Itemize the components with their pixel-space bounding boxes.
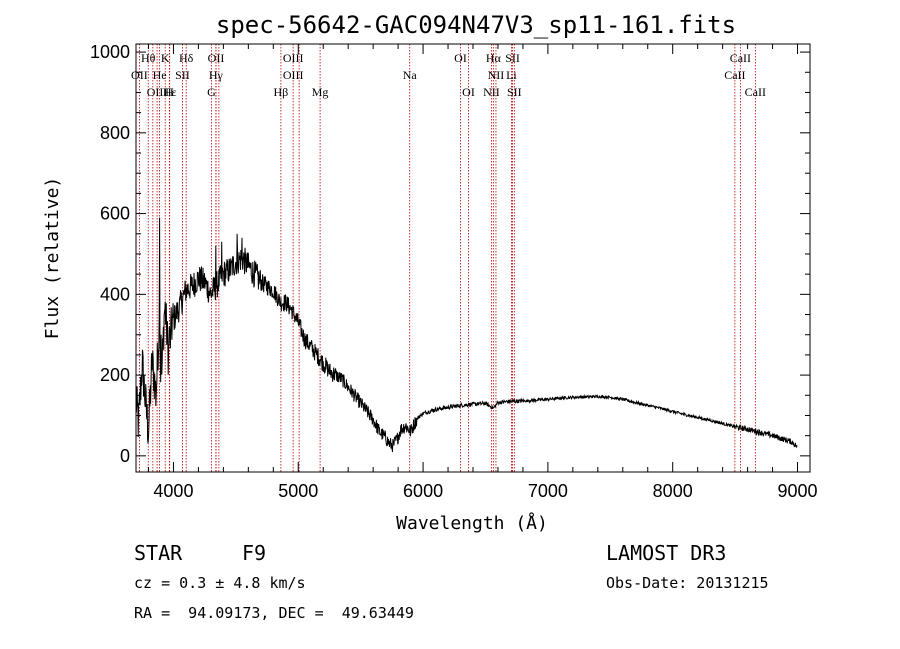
marker-label: Hγ [209, 68, 224, 82]
marker-label: OIII [283, 68, 304, 82]
y-tick-label: 0 [120, 446, 130, 466]
observation-date: Obs-Date: 20131215 [606, 574, 769, 592]
object-subclass: F9 [242, 541, 267, 565]
marker-label: SII [505, 51, 520, 65]
marker-label: OIII [283, 51, 304, 65]
x-tick-label: 7000 [528, 481, 568, 501]
marker-label: H [165, 85, 174, 99]
x-tick-label: 4000 [153, 481, 193, 501]
marker-label: Hθ [141, 51, 156, 65]
marker-label: Hδ [179, 51, 194, 65]
y-tick-label: 200 [100, 365, 130, 385]
y-tick-label: 800 [100, 123, 130, 143]
marker-label: CaII [745, 85, 766, 99]
marker-label: OI [462, 85, 475, 99]
marker-label: CaII [730, 51, 751, 65]
x-tick-label: 9000 [777, 481, 817, 501]
coordinates: RA = 94.09173, DEC = 49.63449 [134, 604, 414, 622]
marker-label: OII [208, 51, 225, 65]
marker-label: SII [507, 85, 522, 99]
x-tick-label: 8000 [653, 481, 693, 501]
spectrum-line [135, 217, 798, 453]
x-tick-label: 6000 [403, 481, 443, 501]
marker-label: Hε [163, 85, 177, 99]
chart-title: spec-56642-GAC094N47V3_sp11-161.fits [216, 11, 736, 39]
redshift-velocity: cz = 0.3 ± 4.8 km/s [134, 574, 306, 592]
marker-label: Na [403, 68, 418, 82]
marker-label: G [207, 85, 216, 99]
y-axis-ticks: 0 200 400 600 800 1000 [90, 42, 810, 466]
marker-label: CaII [724, 68, 745, 82]
marker-label: OI [454, 51, 467, 65]
marker-label: K [161, 51, 170, 65]
marker-label: Li [506, 68, 517, 82]
marker-label: SII [175, 68, 190, 82]
y-axis-label: Flux (relative) [42, 177, 63, 340]
marker-label: Mg [312, 85, 329, 99]
marker-label: NII [488, 68, 505, 82]
survey-name: LAMOST DR3 [606, 541, 727, 565]
marker-label: OII [131, 68, 148, 82]
y-tick-label: 1000 [90, 42, 130, 62]
marker-label: OIII [147, 85, 168, 99]
x-axis-label: Wavelength (Å) [396, 512, 548, 534]
marker-label: Hα [486, 51, 502, 65]
marker-label: He [153, 68, 167, 82]
y-tick-label: 400 [100, 284, 130, 304]
x-axis-ticks: 4000 5000 6000 7000 8000 9000 [147, 44, 818, 501]
marker-label: NII [483, 85, 500, 99]
y-tick-label: 600 [100, 204, 130, 224]
marker-label: Hβ [274, 85, 289, 99]
object-class: STAR [134, 541, 183, 565]
x-tick-label: 5000 [278, 481, 318, 501]
